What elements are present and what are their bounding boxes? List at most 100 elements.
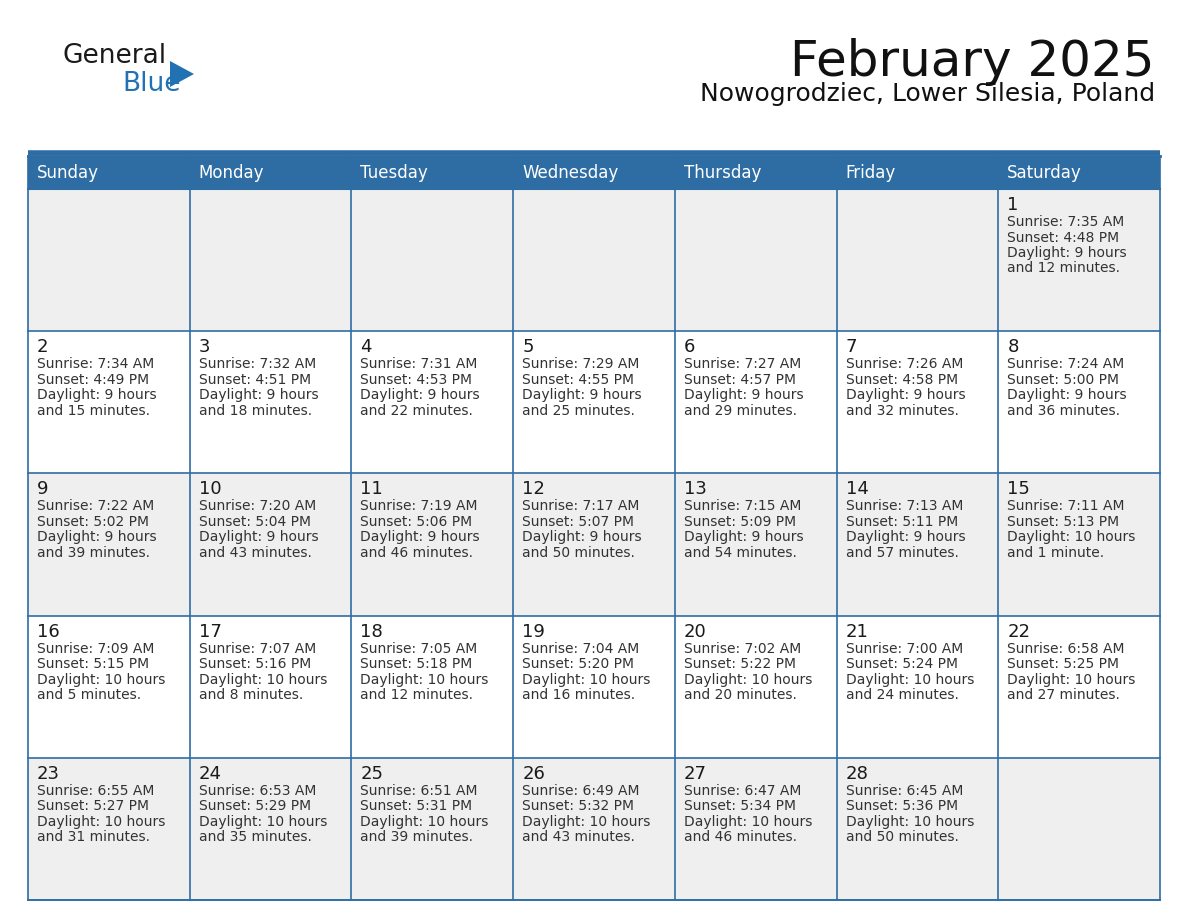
Text: and 24 minutes.: and 24 minutes. (846, 688, 959, 702)
Text: 9: 9 (37, 480, 49, 498)
Text: Sunset: 5:36 PM: Sunset: 5:36 PM (846, 800, 958, 813)
Text: Daylight: 9 hours: Daylight: 9 hours (360, 531, 480, 544)
Text: 10: 10 (198, 480, 221, 498)
Text: 4: 4 (360, 338, 372, 356)
Text: 16: 16 (37, 622, 59, 641)
Text: Blue: Blue (122, 71, 181, 97)
Text: and 57 minutes.: and 57 minutes. (846, 546, 959, 560)
Text: and 46 minutes.: and 46 minutes. (360, 546, 474, 560)
Text: and 46 minutes.: and 46 minutes. (684, 830, 797, 845)
Text: Sunset: 5:25 PM: Sunset: 5:25 PM (1007, 657, 1119, 671)
Text: Daylight: 9 hours: Daylight: 9 hours (684, 388, 803, 402)
Text: and 15 minutes.: and 15 minutes. (37, 404, 150, 418)
Text: and 36 minutes.: and 36 minutes. (1007, 404, 1120, 418)
Text: Sunset: 5:22 PM: Sunset: 5:22 PM (684, 657, 796, 671)
Text: Sunrise: 7:32 AM: Sunrise: 7:32 AM (198, 357, 316, 371)
Text: 25: 25 (360, 765, 384, 783)
Bar (29, 156, 1159, 189)
Text: Daylight: 10 hours: Daylight: 10 hours (523, 673, 651, 687)
Text: Sunrise: 7:09 AM: Sunrise: 7:09 AM (37, 642, 154, 655)
Text: Sunset: 4:49 PM: Sunset: 4:49 PM (37, 373, 150, 386)
Text: 6: 6 (684, 338, 695, 356)
Text: Daylight: 10 hours: Daylight: 10 hours (1007, 531, 1136, 544)
Text: Sunset: 4:53 PM: Sunset: 4:53 PM (360, 373, 473, 386)
Text: 18: 18 (360, 622, 384, 641)
Text: Sunrise: 7:35 AM: Sunrise: 7:35 AM (1007, 215, 1125, 229)
Text: and 1 minute.: and 1 minute. (1007, 546, 1105, 560)
Text: Sunrise: 6:47 AM: Sunrise: 6:47 AM (684, 784, 801, 798)
Text: Sunset: 5:31 PM: Sunset: 5:31 PM (360, 800, 473, 813)
Text: Sunset: 4:51 PM: Sunset: 4:51 PM (198, 373, 311, 386)
Bar (29, 331, 1159, 474)
Text: Sunset: 5:32 PM: Sunset: 5:32 PM (523, 800, 634, 813)
Text: Sunset: 5:06 PM: Sunset: 5:06 PM (360, 515, 473, 529)
Text: Sunrise: 7:19 AM: Sunrise: 7:19 AM (360, 499, 478, 513)
Text: Sunrise: 7:26 AM: Sunrise: 7:26 AM (846, 357, 963, 371)
Text: Sunrise: 7:24 AM: Sunrise: 7:24 AM (1007, 357, 1125, 371)
Text: and 43 minutes.: and 43 minutes. (523, 830, 636, 845)
Text: 11: 11 (360, 480, 384, 498)
Text: 2: 2 (37, 338, 49, 356)
Text: 26: 26 (523, 765, 545, 783)
Text: Daylight: 9 hours: Daylight: 9 hours (198, 388, 318, 402)
Text: Sunset: 5:24 PM: Sunset: 5:24 PM (846, 657, 958, 671)
Text: Sunrise: 7:22 AM: Sunrise: 7:22 AM (37, 499, 154, 513)
Text: 12: 12 (523, 480, 545, 498)
Text: 20: 20 (684, 622, 707, 641)
Text: Sunrise: 6:49 AM: Sunrise: 6:49 AM (523, 784, 639, 798)
Text: Sunset: 5:09 PM: Sunset: 5:09 PM (684, 515, 796, 529)
Text: Sunrise: 7:20 AM: Sunrise: 7:20 AM (198, 499, 316, 513)
Text: Daylight: 9 hours: Daylight: 9 hours (846, 531, 965, 544)
Text: Sunrise: 7:17 AM: Sunrise: 7:17 AM (523, 499, 639, 513)
Text: and 27 minutes.: and 27 minutes. (1007, 688, 1120, 702)
Text: 14: 14 (846, 480, 868, 498)
Text: Sunrise: 7:00 AM: Sunrise: 7:00 AM (846, 642, 962, 655)
Text: Friday: Friday (846, 163, 896, 182)
Text: Daylight: 10 hours: Daylight: 10 hours (198, 815, 327, 829)
Text: and 32 minutes.: and 32 minutes. (846, 404, 959, 418)
Text: 23: 23 (37, 765, 61, 783)
Text: and 25 minutes.: and 25 minutes. (523, 404, 636, 418)
Text: Sunrise: 6:45 AM: Sunrise: 6:45 AM (846, 784, 963, 798)
Text: and 20 minutes.: and 20 minutes. (684, 688, 797, 702)
Text: Sunset: 4:48 PM: Sunset: 4:48 PM (1007, 230, 1119, 244)
Text: Sunrise: 7:15 AM: Sunrise: 7:15 AM (684, 499, 801, 513)
Text: Sunday: Sunday (37, 163, 99, 182)
Text: Sunrise: 7:34 AM: Sunrise: 7:34 AM (37, 357, 154, 371)
Text: Monday: Monday (198, 163, 264, 182)
Text: Sunrise: 7:29 AM: Sunrise: 7:29 AM (523, 357, 639, 371)
Text: Sunset: 5:16 PM: Sunset: 5:16 PM (198, 657, 311, 671)
Text: Sunset: 4:57 PM: Sunset: 4:57 PM (684, 373, 796, 386)
Text: Sunset: 4:55 PM: Sunset: 4:55 PM (523, 373, 634, 386)
Text: Daylight: 9 hours: Daylight: 9 hours (37, 531, 157, 544)
Text: Sunrise: 6:51 AM: Sunrise: 6:51 AM (360, 784, 478, 798)
Text: Sunset: 5:29 PM: Sunset: 5:29 PM (198, 800, 311, 813)
Text: Sunset: 5:11 PM: Sunset: 5:11 PM (846, 515, 958, 529)
Text: 5: 5 (523, 338, 533, 356)
Text: Daylight: 10 hours: Daylight: 10 hours (684, 673, 813, 687)
Text: Sunrise: 6:55 AM: Sunrise: 6:55 AM (37, 784, 154, 798)
Text: 8: 8 (1007, 338, 1018, 356)
Text: Daylight: 9 hours: Daylight: 9 hours (360, 388, 480, 402)
Text: and 39 minutes.: and 39 minutes. (37, 546, 150, 560)
Bar (29, 757, 1159, 900)
Text: and 35 minutes.: and 35 minutes. (198, 830, 311, 845)
Text: Daylight: 9 hours: Daylight: 9 hours (1007, 388, 1127, 402)
Text: 19: 19 (523, 622, 545, 641)
Polygon shape (170, 61, 194, 87)
Text: and 22 minutes.: and 22 minutes. (360, 404, 473, 418)
Text: Thursday: Thursday (684, 163, 762, 182)
Text: Daylight: 10 hours: Daylight: 10 hours (360, 815, 488, 829)
Bar (29, 474, 1159, 616)
Text: Daylight: 10 hours: Daylight: 10 hours (1007, 673, 1136, 687)
Text: Saturday: Saturday (1007, 163, 1082, 182)
Text: and 12 minutes.: and 12 minutes. (1007, 262, 1120, 275)
Text: Sunrise: 6:53 AM: Sunrise: 6:53 AM (198, 784, 316, 798)
Text: Sunset: 5:07 PM: Sunset: 5:07 PM (523, 515, 634, 529)
Text: Nowogrodziec, Lower Silesia, Poland: Nowogrodziec, Lower Silesia, Poland (700, 82, 1155, 106)
Text: Daylight: 10 hours: Daylight: 10 hours (198, 673, 327, 687)
Text: and 43 minutes.: and 43 minutes. (198, 546, 311, 560)
Text: Sunrise: 7:11 AM: Sunrise: 7:11 AM (1007, 499, 1125, 513)
Text: Daylight: 9 hours: Daylight: 9 hours (846, 388, 965, 402)
Text: Sunset: 5:04 PM: Sunset: 5:04 PM (198, 515, 311, 529)
